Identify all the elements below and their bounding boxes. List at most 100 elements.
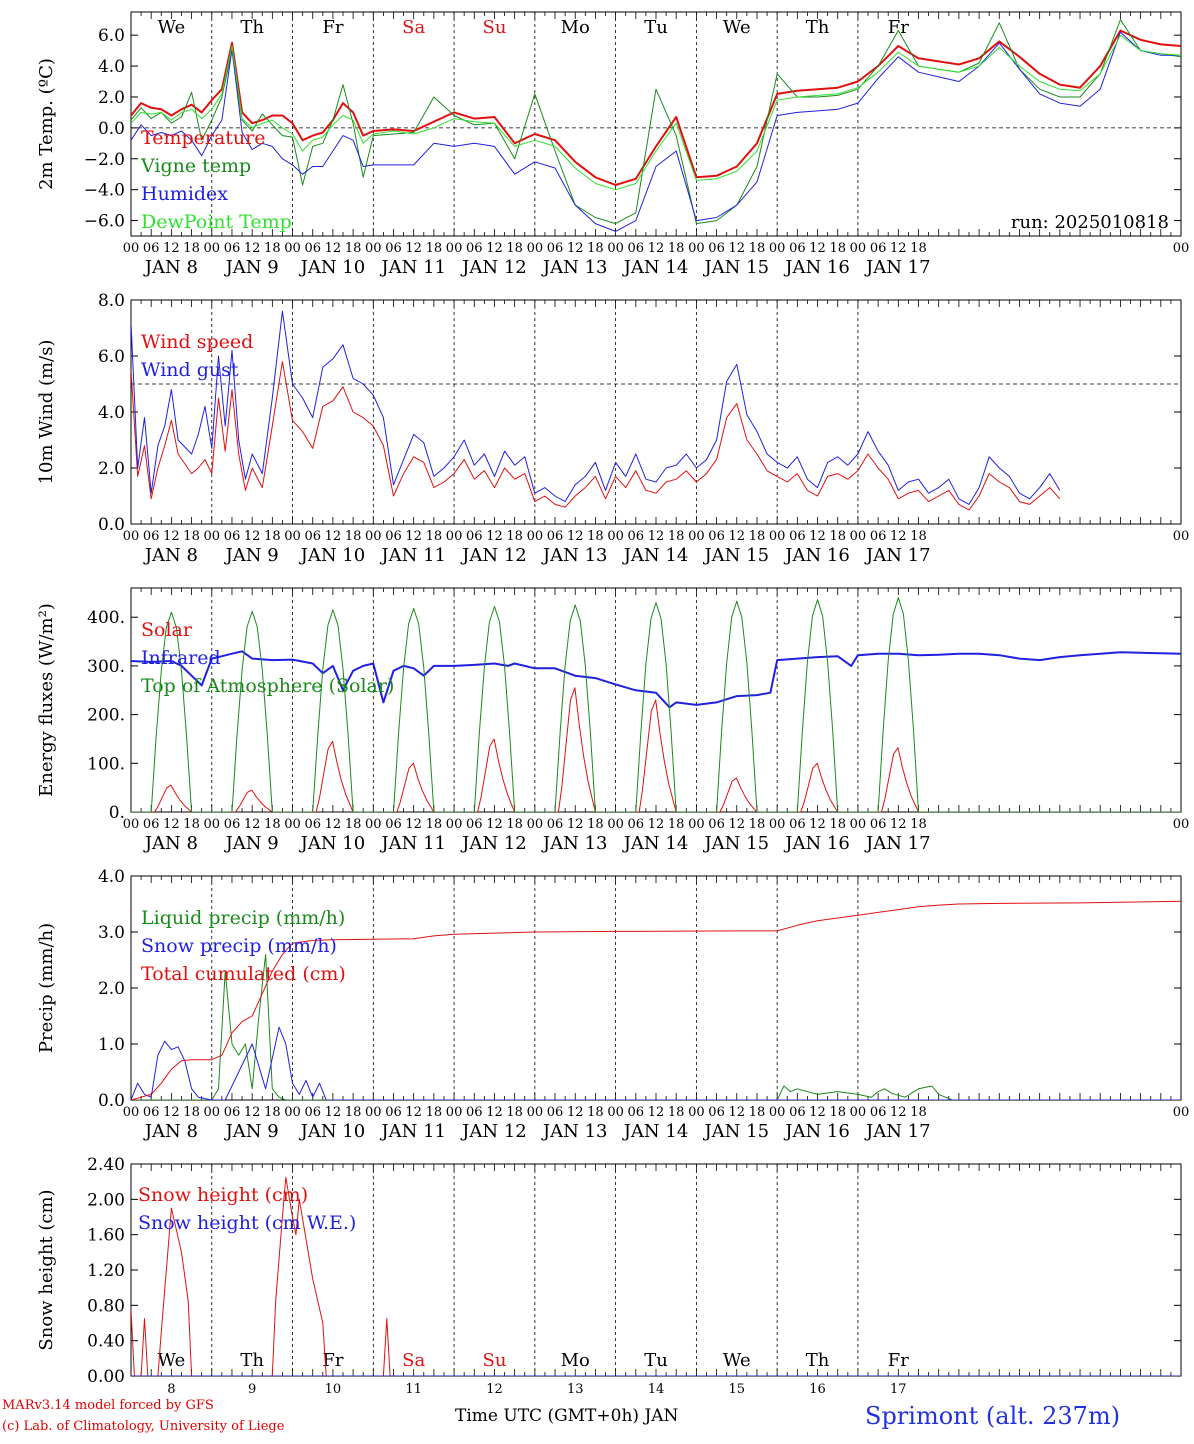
date-label: JAN 9 <box>224 545 279 566</box>
hour-tick-label: 12 <box>244 1105 261 1120</box>
day-number-label: 14 <box>648 1382 665 1397</box>
hour-tick-label: 12 <box>244 529 261 544</box>
hour-tick-label: 12 <box>567 529 584 544</box>
hour-tick-label: 00 <box>527 529 544 544</box>
x-axis-label: Time UTC (GMT+0h) JAN <box>455 1406 679 1426</box>
date-label: JAN 13 <box>541 1121 608 1142</box>
hour-tick-label: 00 <box>527 241 544 256</box>
y-tick-label: 6.0 <box>98 26 125 46</box>
legend-entry: Wind speed <box>141 331 253 353</box>
hour-tick-label: 06 <box>547 817 564 832</box>
date-label: JAN 8 <box>143 1121 198 1142</box>
hour-tick-label: 18 <box>829 817 846 832</box>
hour-tick-label: 00 <box>123 241 140 256</box>
hour-tick-label: 00 <box>284 1105 301 1120</box>
hour-tick-label: 18 <box>668 1105 685 1120</box>
panel-energy: 0. 100. 200. 300. 400. Energy fluxes (W/m²) 00… <box>36 587 1189 854</box>
date-label: JAN 9 <box>224 257 279 278</box>
hour-tick-label: 06 <box>304 529 321 544</box>
hour-tick-label: 00 <box>1173 1105 1190 1120</box>
day-name-label: Th <box>240 17 264 38</box>
date-label: JAN 12 <box>460 545 527 566</box>
hour-tick-label: 00 <box>527 1105 544 1120</box>
day-name-label: Tu <box>644 17 668 38</box>
y-axis-label: 10m Wind (m/s) <box>36 340 57 485</box>
day-name-label: Th <box>806 1350 830 1371</box>
day-name-label: Tu <box>644 1350 668 1371</box>
day-name-label: Fr <box>322 1350 343 1371</box>
series-line-snow-precip-mm-h- <box>131 1026 1181 1100</box>
day-number-label: 11 <box>405 1382 422 1397</box>
x-ticks <box>130 12 1182 236</box>
hour-tick-label: 12 <box>405 529 422 544</box>
y-tick-label: 1.0 <box>98 1035 125 1055</box>
y-tick-label: −6.0 <box>84 212 125 232</box>
hour-tick-label: 06 <box>628 1105 645 1120</box>
lab-credit: (c) Lab. of Climatology, University of L… <box>2 1419 285 1434</box>
hour-tick-label: 00 <box>123 529 140 544</box>
hour-tick-label: 12 <box>648 241 665 256</box>
series-line-liquid-precip-mm-h- <box>131 953 1181 1100</box>
hour-tick-label: 00 <box>769 1105 786 1120</box>
date-label: JAN 16 <box>783 545 850 566</box>
y-tick-label: 2.40 <box>87 1155 125 1175</box>
hour-tick-label: 18 <box>426 529 443 544</box>
hour-tick-label: 12 <box>809 817 826 832</box>
hour-tick-label: 18 <box>506 241 523 256</box>
hour-tick-label: 06 <box>143 817 160 832</box>
y-tick-label: 200. <box>87 706 125 726</box>
day-number-label: 16 <box>809 1382 826 1397</box>
hour-tick-label: 12 <box>325 529 342 544</box>
date-label: JAN 8 <box>143 257 198 278</box>
y-tick-label: 100. <box>87 754 125 774</box>
hour-tick-label: 18 <box>749 817 766 832</box>
hour-tick-label: 06 <box>466 529 483 544</box>
hour-tick-label: 18 <box>345 529 362 544</box>
y-tick-label: 3.0 <box>98 923 125 943</box>
hour-tick-label: 12 <box>486 1105 503 1120</box>
hour-tick-label: 18 <box>829 529 846 544</box>
hour-tick-label: 12 <box>405 1105 422 1120</box>
hour-tick-label: 12 <box>325 1105 342 1120</box>
series-line-infrared <box>131 650 1181 709</box>
day-name-label: Sa <box>402 1350 425 1371</box>
x-ticks <box>130 1164 1182 1376</box>
legend-entry: DewPoint Temp <box>141 211 292 233</box>
hour-tick-label: 18 <box>910 241 927 256</box>
y-tick-label: 2.0 <box>98 979 125 999</box>
hour-tick-label: 18 <box>587 241 604 256</box>
model-credit: MARv3.14 model forced by GFS <box>2 1398 214 1413</box>
hour-tick-label: 00 <box>850 1105 867 1120</box>
hour-tick-label: 18 <box>587 529 604 544</box>
hour-tick-label: 18 <box>668 529 685 544</box>
hour-tick-label: 00 <box>123 817 140 832</box>
day-number-label: 13 <box>567 1382 584 1397</box>
panel-snow: 0.00 0.40 0.80 1.20 1.60 2.00 2.40 Snow height … <box>36 1155 1182 1397</box>
hour-tick-label: 12 <box>809 1105 826 1120</box>
day-number-label: 15 <box>728 1382 745 1397</box>
series-line-dewpoint-temp <box>131 34 1181 191</box>
hour-tick-label: 00 <box>203 1105 220 1120</box>
hour-tick-label: 00 <box>769 817 786 832</box>
y-tick-label: 1.60 <box>87 1226 125 1246</box>
hour-tick-label: 12 <box>567 1105 584 1120</box>
hour-tick-label: 00 <box>203 817 220 832</box>
date-label: JAN 11 <box>379 833 446 854</box>
y-tick-label: 0.80 <box>87 1296 125 1316</box>
hour-tick-label: 12 <box>163 817 180 832</box>
hour-tick-label: 06 <box>628 529 645 544</box>
day-name-label: Sa <box>402 17 425 38</box>
hour-tick-label: 00 <box>123 1105 140 1120</box>
hour-tick-label: 06 <box>224 817 241 832</box>
y-tick-label: 6.0 <box>98 347 125 367</box>
hour-tick-label: 06 <box>385 529 402 544</box>
hour-tick-label: 12 <box>809 241 826 256</box>
hour-tick-label: 06 <box>385 817 402 832</box>
hour-tick-label: 06 <box>870 817 887 832</box>
hour-tick-label: 06 <box>628 817 645 832</box>
date-label: JAN 12 <box>460 1121 527 1142</box>
day-name-label: Su <box>482 1350 506 1371</box>
y-tick-label: 0.0 <box>98 515 125 535</box>
hour-tick-label: 18 <box>668 817 685 832</box>
hour-tick-label: 12 <box>809 529 826 544</box>
